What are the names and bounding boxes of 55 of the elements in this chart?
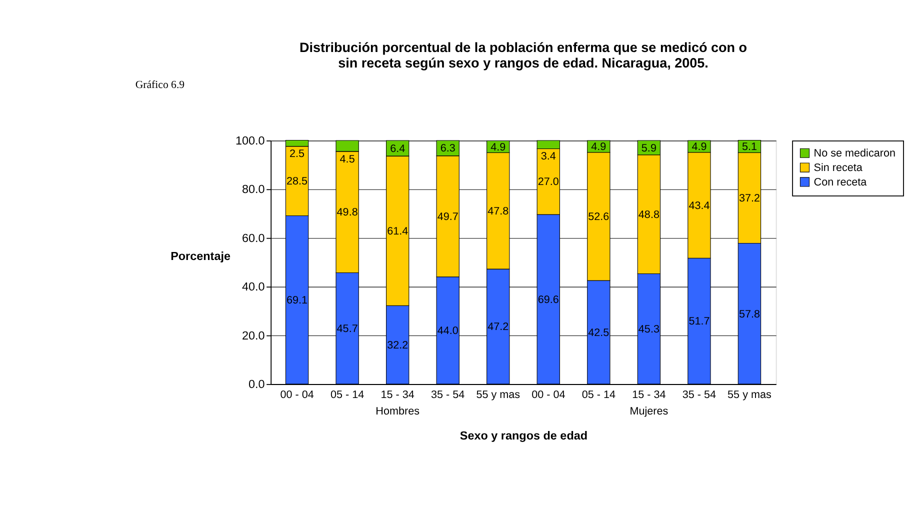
y-tick-label: 60.0 (242, 232, 266, 245)
data-label: 5.1 (742, 141, 757, 154)
data-label: 49.7 (437, 210, 458, 223)
data-label: 28.5 (286, 176, 308, 188)
chart-title: Distribución porcentual de la población enferma que se medicó con o sin receta según sexo y rangos de edad. Nicaragua, 2005. (299, 40, 748, 70)
data-label: 6.3 (440, 142, 456, 155)
legend-label: Con receta (814, 176, 868, 189)
data-label: 45.7 (336, 323, 358, 336)
data-label: 52.6 (588, 211, 610, 224)
x-axis-title: Sexo y rangos de edad (460, 430, 588, 443)
data-label: 49.8 (336, 206, 358, 219)
text: Gráfico 6.9 (135, 79, 185, 92)
data-label: 45.3 (638, 323, 660, 336)
x-tick-label: 05 - 14 (582, 389, 616, 402)
data-label: 6.4 (390, 142, 406, 155)
y-tick-label: 40.0 (242, 280, 266, 294)
data-label: 4.5 (340, 153, 355, 166)
x-tick-label: 35 - 54 (431, 389, 465, 402)
y-tick-label: 80.0 (242, 183, 266, 196)
y-axis-title: Porcentaje (170, 250, 231, 264)
x-tick-label: 00 - 04 (280, 389, 314, 402)
data-label: 4.9 (692, 141, 707, 154)
legend-label: Sin receta (814, 162, 864, 174)
data-label: 5.9 (641, 142, 656, 154)
text: Hombres (376, 406, 420, 418)
data-label: 69.1 (286, 294, 308, 307)
y-tick-label: 0.0 (248, 378, 266, 392)
x-tick-label: 00 - 04 (532, 389, 566, 402)
data-label: 47.2 (488, 321, 509, 334)
data-label: 44.0 (437, 325, 458, 338)
y-tick-label: 100.0 (235, 134, 266, 148)
data-label: 27.0 (538, 176, 559, 188)
x-tick-label: 15 - 34 (380, 389, 414, 402)
y-tick-label: 20.0 (242, 329, 266, 342)
data-label: 43.4 (688, 200, 710, 212)
data-label: 42.5 (588, 326, 610, 339)
data-label: 47.8 (488, 205, 509, 218)
data-label: 4.9 (490, 141, 506, 154)
x-tick-label: 35 - 54 (682, 389, 716, 402)
data-label: 32.2 (387, 339, 408, 352)
text: Mujeres (630, 406, 669, 418)
x-tick-label: 55 y mas (476, 389, 521, 402)
x-tick-label: 15 - 34 (632, 389, 666, 402)
data-label: 2.5 (290, 148, 305, 160)
data-label: 4.9 (591, 141, 606, 154)
data-label: 3.4 (540, 150, 556, 163)
data-label: 48.8 (638, 208, 660, 221)
legend-label: No se medicaron (814, 148, 896, 160)
data-label: 61.4 (387, 225, 408, 238)
x-tick-label: 55 y mas (728, 389, 772, 402)
data-label: 57.8 (738, 308, 760, 320)
x-tick-label: 05 - 14 (330, 389, 364, 402)
data-label: 37.2 (738, 192, 760, 205)
data-label: 69.6 (538, 294, 559, 306)
data-label: 51.7 (688, 316, 710, 328)
